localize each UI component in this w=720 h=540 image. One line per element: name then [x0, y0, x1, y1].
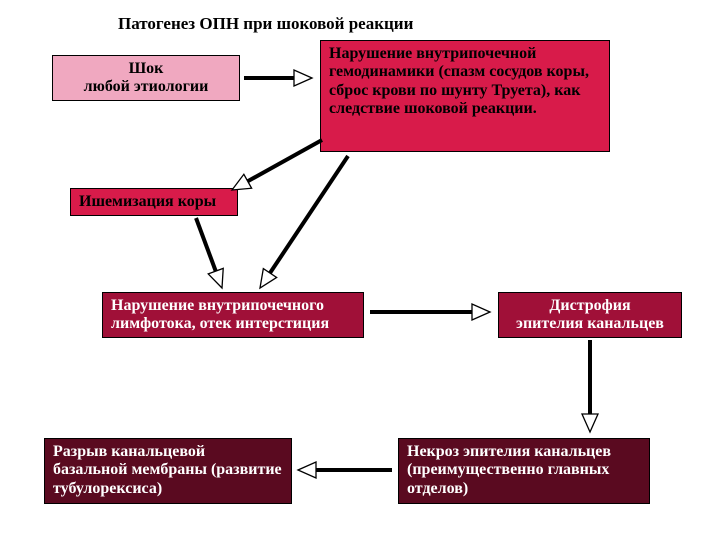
- node-shock: Шоклюбой этиологии: [52, 55, 240, 101]
- arrow-head-icon: [294, 70, 312, 86]
- arrow-head-icon: [582, 414, 598, 432]
- node-lymph: Нарушение внутрипочечного лимфотока, оте…: [102, 292, 364, 338]
- arrow-head-icon: [472, 304, 490, 320]
- node-rupture: Разрыв канальцевой базальной мембраны (р…: [44, 438, 292, 504]
- node-hemodyn: Нарушение внутрипочечной гемодинамики (с…: [320, 40, 610, 152]
- arrow-shaft: [270, 156, 348, 273]
- node-necrosis: Некроз эпителия канальцев (преимуществен…: [398, 438, 650, 504]
- arrow-head-icon: [208, 268, 223, 288]
- arrow-head-icon: [298, 462, 316, 478]
- diagram-title: Патогенез ОПН при шоковой реакции: [118, 14, 413, 34]
- node-ischemia: Ишемизация коры: [70, 188, 238, 216]
- arrow-shaft: [196, 218, 216, 271]
- arrow-shaft: [248, 140, 322, 181]
- node-dystroph: Дистрофияэпителия канальцев: [498, 292, 682, 338]
- arrow-head-icon: [260, 269, 277, 288]
- diagram-stage: Патогенез ОПН при шоковой реакции Шоклюб…: [0, 0, 720, 540]
